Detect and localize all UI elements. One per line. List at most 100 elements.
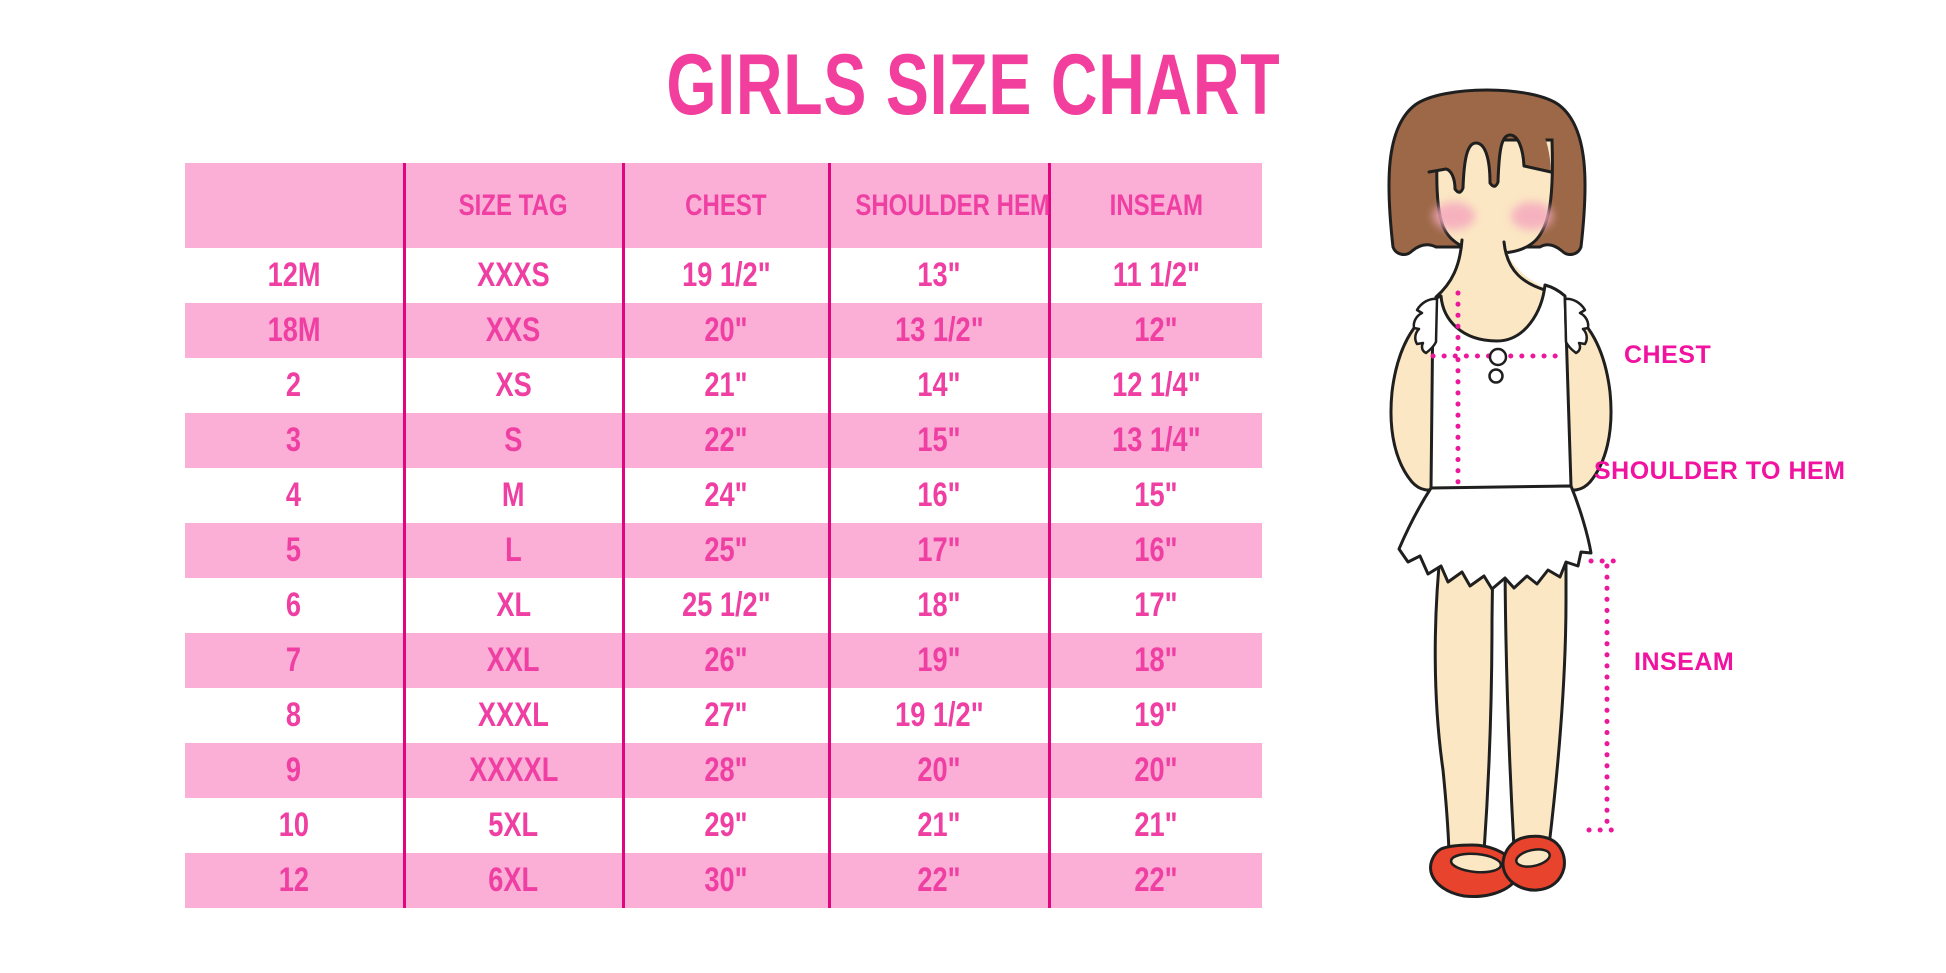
table-row: 8 XXXL 27" 19 1/2" 19" [185,688,1262,743]
shoulder-to-hem-label: SHOULDER TO HEM [1594,457,1846,485]
table-cell: 12 [185,853,404,908]
table-row: 6 XL 25 1/2" 18" 17" [185,578,1262,633]
ruffle-skirt [1397,484,1593,591]
table-cell: 20" [621,303,829,358]
table-cell: XXS [402,303,623,358]
column-header-inseam: INSEAM [1047,163,1262,248]
table-cell: 27" [621,688,829,743]
table-cell: 19 1/2" [621,248,829,303]
table-cell: 20" [1047,743,1262,798]
table-cell: XXXS [402,248,623,303]
table-cell: 29" [621,798,829,853]
table-cell: 11 1/2" [1047,248,1262,303]
table-cell: 19 1/2" [827,688,1049,743]
table-cell: 22" [827,853,1049,908]
table-cell: 5XL [402,798,623,853]
table-cell: 20" [827,743,1049,798]
table-cell: XXXL [402,688,623,743]
table-cell: 6XL [402,853,623,908]
table-cell: 30" [621,853,829,908]
top-button-2 [1488,368,1504,384]
table-cell: 10 [278,806,309,844]
table-cell: 6 [286,586,302,624]
column-header-size-tag: SIZE TAG [402,163,623,248]
table-cell: 18M [185,303,404,358]
neck-left-line [1434,238,1464,299]
table-row: 12M XXXS 19 1/2" 13" 11 1/2" [185,248,1262,303]
table-cell: 26" [621,633,829,688]
table-row: 9 XXXXL 28" 20" 20" [185,743,1262,798]
neck-right-line [1502,240,1550,293]
table-cell: 12 1/4" [1047,358,1262,413]
table-cell: 3 [185,413,404,468]
column-header-shoulder-hem: SHOULDER HEM [827,163,1050,248]
bangs [1429,99,1551,193]
table-cell: 28" [621,743,829,798]
right-shoe-opening [1515,848,1551,868]
table-cell: 22" [1047,853,1262,908]
table-cell: L [402,523,623,578]
table-cell: 24" [621,468,829,523]
table-cell: 12M [267,256,321,294]
table-cell: 13 1/2" [827,303,1049,358]
table-cell: 13 1/4" [1047,413,1262,468]
table-cell: 8 [286,696,302,734]
table-cell: 7 [185,633,404,688]
table-cell: 14" [827,358,1049,413]
table-cell: M [402,468,623,523]
table-row: 12 6XL 30" 22" 22" [185,853,1262,908]
table-cell: 12" [1047,303,1262,358]
table-cell: XS [402,358,623,413]
table-row: 7 XXL 26" 19" 18" [185,633,1262,688]
table-cell: 21" [827,798,1049,853]
table-cell: 25" [621,523,829,578]
blush-right-cheek [1511,202,1553,230]
table-cell: 22" [621,413,829,468]
table-cell: 15" [827,413,1049,468]
table-cell: 5 [185,523,404,578]
column-header-size [185,163,404,248]
size-table: SIZE TAG CHEST SHOULDER HEM INSEAM 12M XXXS 1… [185,163,1262,908]
table-row: 4 M 24" 16" 15" [185,468,1262,523]
table-cell: S [402,413,623,468]
table-cell: XXL [402,633,623,688]
table-header-row: SIZE TAG CHEST SHOULDER HEM INSEAM [185,163,1262,248]
inseam-label: INSEAM [1634,648,1735,676]
table-cell: 2 [286,366,302,404]
table-cell: 9 [185,743,404,798]
table-cell: 18" [827,578,1049,633]
girl-measurement-diagram [1387,88,1625,898]
table-cell: 19" [827,633,1049,688]
page-title-text: GIRLS SIZE CHART [665,37,1281,133]
page-title: GIRLS SIZE CHART [0,40,1946,130]
column-header-chest: CHEST [621,163,829,248]
right-shoulder-ruffle [1563,297,1590,355]
left-leg [1433,543,1495,854]
table-cell: XL [402,578,623,633]
table-cell: 15" [1047,468,1262,523]
table-row: 5 L 25" 17" 16" [185,523,1262,578]
table-cell: 21" [1047,798,1262,853]
table-body: 12M XXXS 19 1/2" 13" 11 1/2" 18M XXS 20" 13 1/2"… [185,248,1262,908]
left-shoe-opening [1449,852,1503,874]
table-cell: 21" [621,358,829,413]
table-row: 2 XS 21" 14" 12 1/4" [185,358,1262,413]
chest-label: CHEST [1624,341,1712,369]
left-shoulder-ruffle [1412,297,1439,355]
table-cell: 17" [1047,578,1262,633]
table-cell: 17" [827,523,1049,578]
table-row: 10 5XL 29" 21" 21" [185,798,1262,853]
blush-left-cheek [1433,202,1475,230]
table-row: 3 S 22" 15" 13 1/4" [185,413,1262,468]
table-cell: 16" [1047,523,1262,578]
table-row: 18M XXS 20" 13 1/2" 12" [185,303,1262,358]
right-leg [1503,543,1568,850]
table-cell: XXXXL [402,743,623,798]
bangs-hairline-stroke [1427,133,1553,194]
top-button-1 [1488,347,1508,367]
table-cell: 16" [827,468,1049,523]
table-cell: 4 [286,476,302,514]
table-cell: 18" [1047,633,1262,688]
top-bodice [1429,283,1573,492]
